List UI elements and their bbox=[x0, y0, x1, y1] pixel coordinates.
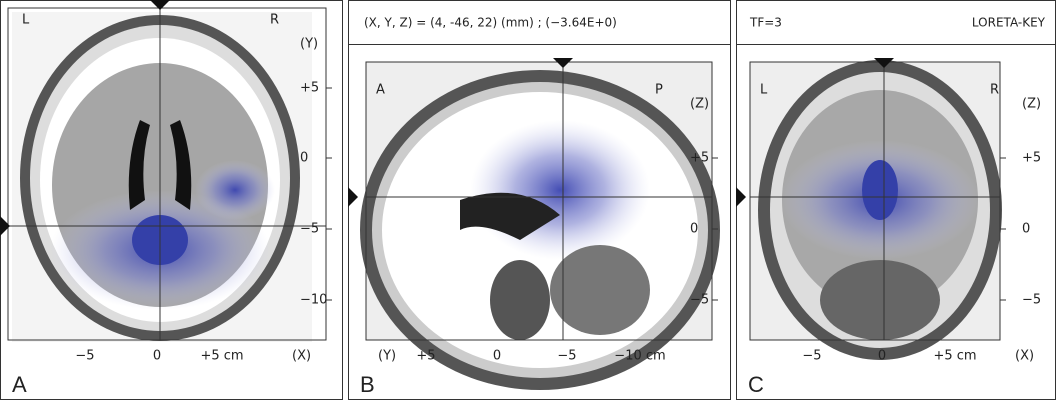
marker bbox=[736, 187, 746, 207]
coronal-image bbox=[749, 60, 1002, 360]
marker bbox=[150, 0, 170, 10]
tick-label: −10 bbox=[300, 293, 327, 308]
tick-label: 0 bbox=[1022, 222, 1030, 237]
tick-label: +5 cm bbox=[933, 349, 976, 364]
tick-label: +5 bbox=[300, 81, 319, 96]
tick-label: +5 cm bbox=[200, 349, 243, 364]
tick-label: −5 bbox=[1022, 293, 1041, 308]
tick-label: 0 bbox=[153, 349, 161, 364]
tick-label: −10 cm bbox=[614, 349, 665, 364]
tick-label: 0 bbox=[300, 151, 308, 166]
panel-letter: A bbox=[12, 372, 27, 397]
tick-label: +5 bbox=[416, 349, 435, 364]
tick-label: −5 bbox=[75, 349, 94, 364]
marker bbox=[0, 216, 10, 236]
tick-label: 0 bbox=[493, 349, 501, 364]
tick-label: −5 bbox=[802, 349, 821, 364]
tick-label: +5 bbox=[1022, 151, 1041, 166]
tick-label: −5 bbox=[557, 349, 576, 364]
axis-label: (Y) bbox=[378, 349, 396, 364]
software: LORETA-KEY bbox=[972, 16, 1046, 30]
tick-label: 0 bbox=[690, 222, 698, 237]
coordinates: (X, Y, Z) = (4, -46, 22) (mm) ; (−3.64E+… bbox=[364, 16, 617, 30]
panel-letter: B bbox=[360, 372, 375, 397]
time-frame: TF=3 bbox=[749, 16, 782, 30]
tick-label: −5 bbox=[690, 293, 709, 308]
orientation-label: A bbox=[376, 83, 385, 98]
tick-label: +5 bbox=[690, 151, 709, 166]
marker bbox=[874, 58, 894, 68]
tick-label: −5 bbox=[300, 222, 319, 237]
marker bbox=[348, 187, 358, 207]
axis-label: (Z) bbox=[690, 97, 709, 112]
sagittal-image bbox=[360, 61, 720, 390]
orientation-label: P bbox=[655, 83, 663, 98]
tick-label: 0 bbox=[878, 349, 886, 364]
orientation-label: R bbox=[270, 13, 279, 28]
orientation-label: L bbox=[22, 13, 30, 28]
marker bbox=[553, 58, 573, 68]
axis-label: (X) bbox=[1015, 349, 1034, 364]
axis-label: (X) bbox=[292, 349, 311, 364]
axis-label: (Y) bbox=[300, 37, 318, 52]
axial-image bbox=[7, 7, 327, 342]
panel-letter: C bbox=[748, 372, 764, 397]
axis-label: (Z) bbox=[1022, 97, 1041, 112]
orientation-label: L bbox=[760, 83, 768, 98]
orientation-label: R bbox=[990, 83, 999, 98]
